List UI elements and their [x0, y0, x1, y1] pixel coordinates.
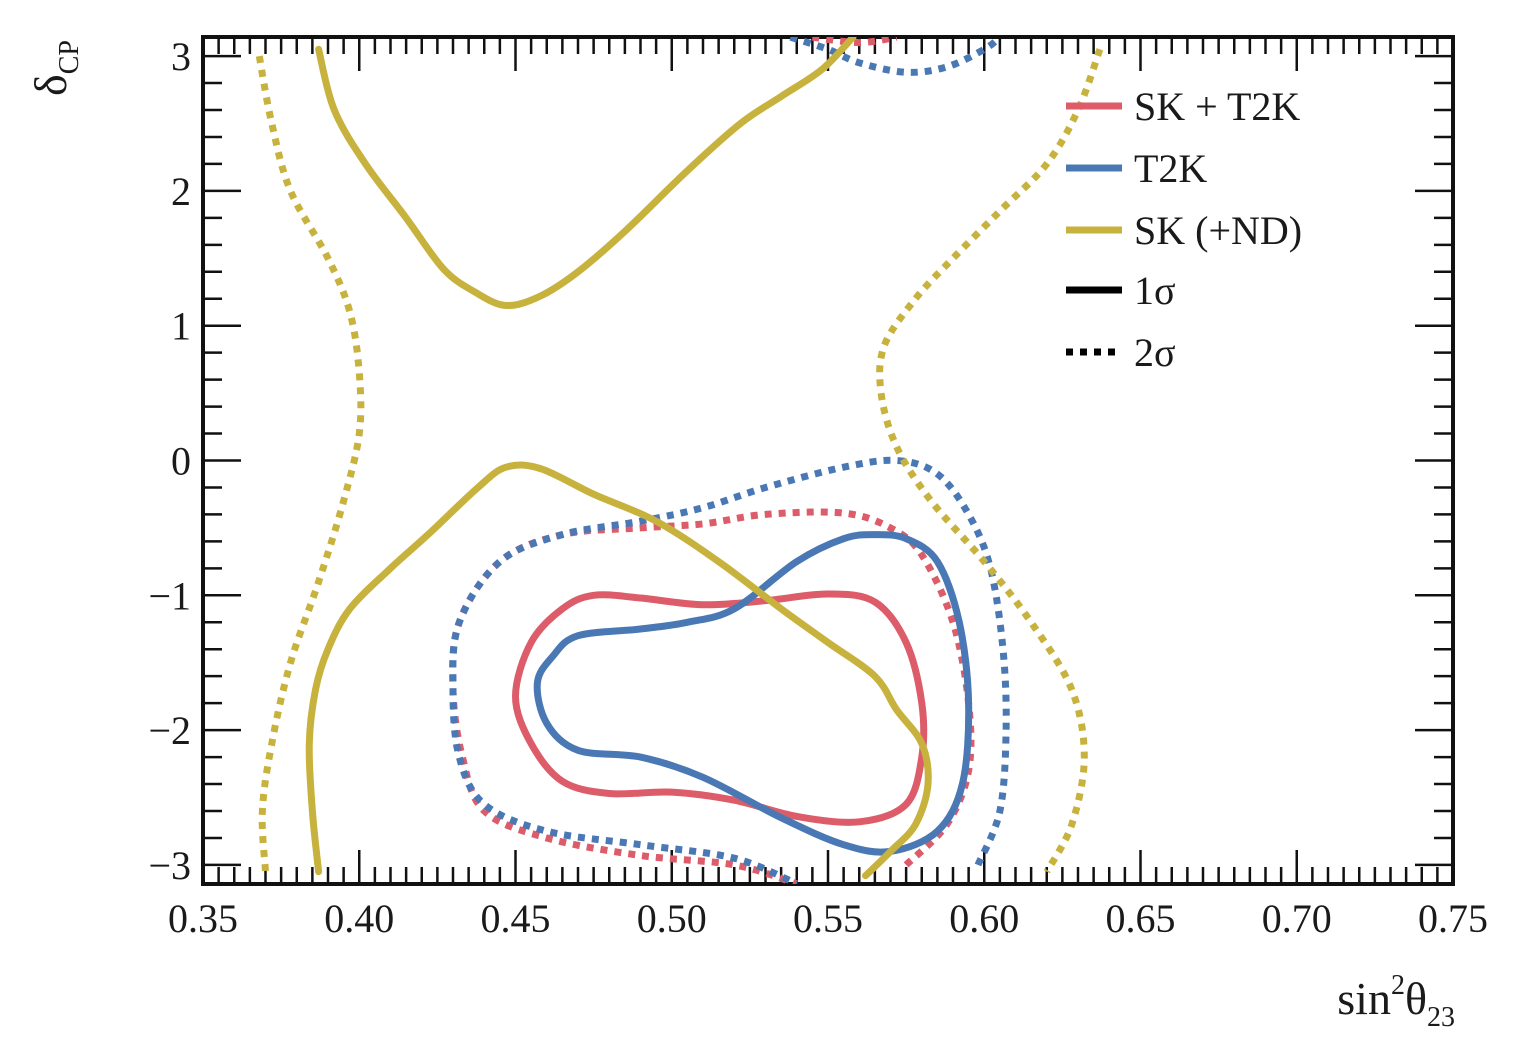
contour-sk-nd-1sigma [305, 461, 932, 880]
x-tick-label: 0.55 [793, 896, 863, 941]
legend-label: SK (+ND) [1134, 208, 1302, 253]
contour-sk-nd-1sigma [315, 37, 857, 310]
y-tick-label: 0 [171, 439, 191, 484]
contour-sk-t2k-1sigma [512, 590, 928, 826]
y-axis-title: δCP [25, 40, 85, 96]
contour-t2k-2sigma [449, 456, 1010, 884]
y-tick-label: 1 [171, 304, 191, 349]
x-tick-label: 0.60 [949, 896, 1019, 941]
x-tick-label: 0.70 [1262, 896, 1332, 941]
legend: SK + T2K T2K SK (+ND) 1σ 2σ [1066, 84, 1302, 375]
y-axis-title-sub: CP [54, 40, 85, 74]
y-axis-title-main: δ [25, 74, 76, 96]
y-tick-label: 3 [171, 34, 191, 79]
plot-frame [201, 35, 1455, 886]
legend-label: SK + T2K [1134, 84, 1300, 129]
contour-sk-nd-2sigma [876, 48, 1104, 874]
x-axis-title-sup: 2 [1391, 970, 1405, 1001]
contour-series [255, 37, 1104, 884]
legend-label: 2σ [1134, 330, 1176, 375]
legend-label: T2K [1134, 146, 1207, 191]
y-tick-label: −3 [148, 843, 191, 888]
y-tick-label: −2 [148, 708, 191, 753]
contour-sk-t2k-2sigma [811, 37, 898, 47]
contour-sk-nd-2sigma [255, 55, 365, 872]
x-tick-label: 0.50 [637, 896, 707, 941]
x-axis-title-sub: 23 [1427, 1002, 1455, 1033]
axis-ticks [201, 37, 1455, 884]
x-tick-label: 0.40 [324, 896, 394, 941]
x-tick-label: 0.65 [1106, 896, 1176, 941]
plot-area-border [201, 35, 1455, 886]
contour-t2k-1sigma [533, 531, 973, 856]
y-tick-label: 2 [171, 169, 191, 214]
axis-tick-labels: 0.35 0.40 0.45 0.50 0.55 0.60 0.65 0.70 0.75 −3 −2… [148, 34, 1488, 941]
x-tick-label: 0.35 [168, 896, 238, 941]
x-tick-label: 0.45 [481, 896, 551, 941]
x-axis-title-base: sin [1337, 973, 1391, 1024]
x-axis-title: sin2θ23 [1337, 970, 1455, 1033]
x-tick-label: 0.75 [1418, 896, 1488, 941]
y-tick-label: −1 [148, 573, 191, 618]
x-axis-title-main: θ [1405, 973, 1427, 1024]
legend-label: 1σ [1134, 268, 1176, 313]
